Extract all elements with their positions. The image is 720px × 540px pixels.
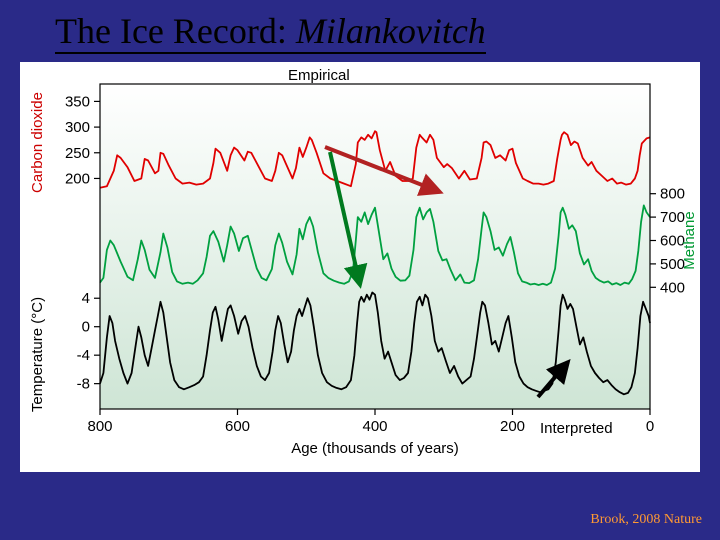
temp-axis-label: Temperature (°C) — [29, 297, 46, 412]
svg-text:200: 200 — [500, 418, 525, 435]
svg-text:0: 0 — [82, 319, 90, 336]
svg-text:250: 250 — [65, 145, 90, 162]
title-plain: The Ice Record: — [55, 11, 296, 51]
svg-text:200: 200 — [65, 170, 90, 187]
svg-text:350: 350 — [65, 93, 90, 110]
slide-title: The Ice Record: Milankovitch — [55, 10, 486, 54]
svg-text:300: 300 — [65, 119, 90, 136]
title-italic: Milankovitch — [296, 11, 486, 51]
svg-text:-4: -4 — [77, 347, 90, 364]
svg-text:400: 400 — [660, 279, 685, 296]
svg-text:4: 4 — [82, 290, 90, 307]
svg-text:400: 400 — [362, 418, 387, 435]
svg-text:600: 600 — [225, 418, 250, 435]
citation: Brook, 2008 Nature — [590, 512, 702, 528]
ch4-axis-label: Methane — [681, 211, 698, 269]
chart-panel: 800 600 400 200 0 Age (thousands of years) 200… — [20, 62, 700, 472]
interpreted-label: Interpreted — [540, 420, 613, 437]
svg-text:800: 800 — [87, 418, 112, 435]
svg-text:-8: -8 — [77, 376, 90, 393]
x-axis-label: Age (thousands of years) — [291, 440, 459, 457]
svg-text:0: 0 — [646, 418, 654, 435]
svg-text:800: 800 — [660, 186, 685, 203]
empirical-label: Empirical — [288, 67, 350, 84]
co2-axis-label: Carbon dioxide — [29, 92, 46, 193]
chart-svg: 800 600 400 200 0 Age (thousands of years) 200… — [20, 62, 700, 472]
